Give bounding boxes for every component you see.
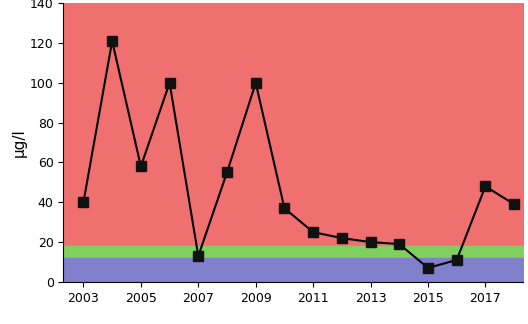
Y-axis label: µg/l: µg/l <box>12 128 27 157</box>
